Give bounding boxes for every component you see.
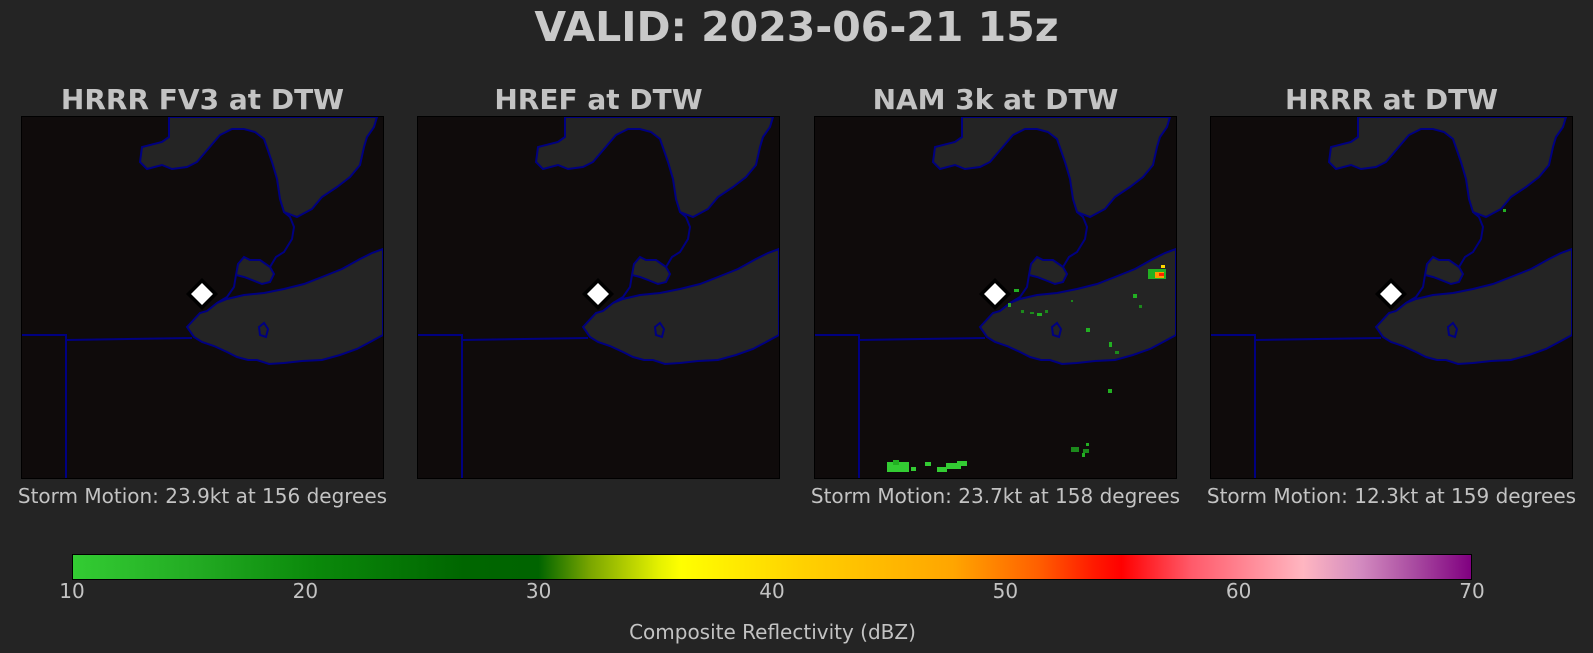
- lake-shape: [653, 321, 666, 339]
- reflectivity-echo: [946, 463, 961, 469]
- boundary-line: [612, 274, 633, 304]
- boundary-line: [418, 334, 589, 478]
- reflectivity-echo: [957, 461, 967, 466]
- reflectivity-echo: [1014, 289, 1019, 292]
- reflectivity-echo: [911, 467, 916, 471]
- storm-motion-caption: Storm Motion: 23.9kt at 156 degrees: [17, 484, 388, 508]
- reflectivity-echo: [1133, 294, 1137, 298]
- reflectivity-echo: [937, 467, 947, 472]
- lake-shape: [185, 247, 383, 366]
- colorbar-gradient: [72, 554, 1472, 580]
- boundary-line: [1211, 334, 1382, 478]
- lake-shape: [1327, 117, 1568, 219]
- boundary-line: [1405, 274, 1426, 304]
- reflectivity-echo: [1115, 351, 1119, 354]
- reflectivity-echo: [1108, 389, 1112, 393]
- station-marker-icon: [1375, 278, 1407, 310]
- panel-title: HRRR at DTW: [1284, 83, 1499, 116]
- reflectivity-echo: [1071, 447, 1079, 452]
- reflectivity-echo: [1083, 449, 1089, 453]
- map-frame[interactable]: [814, 116, 1177, 479]
- colorbar-tick-label: 20: [292, 579, 319, 603]
- station-marker-icon: [582, 278, 614, 310]
- basemap: [418, 117, 779, 478]
- panel-title: HRRR FV3 at DTW: [60, 83, 345, 116]
- boundary-line: [665, 211, 692, 268]
- lake-shape: [138, 117, 379, 219]
- reflectivity-echo: [1161, 265, 1165, 268]
- reflectivity-echo: [887, 462, 909, 472]
- panel-title: HREF at DTW: [494, 83, 703, 116]
- colorbar-label: Composite Reflectivity (dBZ): [629, 620, 916, 644]
- map-frame[interactable]: [21, 116, 384, 479]
- map-frame[interactable]: [417, 116, 780, 479]
- reflectivity-echo: [1071, 300, 1073, 302]
- lake-shape: [1374, 247, 1572, 366]
- colorbar: [72, 554, 1472, 580]
- storm-motion-caption: Storm Motion: 12.3kt at 159 degrees: [1206, 484, 1577, 508]
- colorbar-tick-label: 30: [525, 579, 552, 603]
- boundary-line: [815, 334, 986, 478]
- reflectivity-echo: [1086, 328, 1090, 332]
- lake-shape: [1050, 321, 1063, 339]
- boundary-line: [22, 334, 193, 478]
- reflectivity-echo: [1082, 453, 1085, 457]
- storm-motion-caption: Storm Motion: 23.7kt at 158 degrees: [810, 484, 1181, 508]
- lake-shape: [534, 117, 775, 219]
- reflectivity-echo: [1008, 303, 1011, 307]
- colorbar-tick-label: 60: [1225, 579, 1252, 603]
- reflectivity-echo: [1503, 209, 1506, 212]
- lake-shape: [1446, 321, 1459, 339]
- reflectivity-echo: [925, 462, 931, 466]
- boundary-line: [1009, 274, 1030, 304]
- reflectivity-echo: [1045, 310, 1048, 313]
- boundary-line: [1062, 211, 1089, 268]
- lake-shape: [257, 321, 270, 339]
- boundary-line: [216, 274, 237, 304]
- reflectivity-echo: [1037, 313, 1042, 316]
- colorbar-tick-label: 10: [59, 579, 85, 603]
- lake-shape: [630, 255, 672, 286]
- colorbar-tick-label: 40: [759, 579, 785, 603]
- lake-shape: [1423, 255, 1465, 286]
- panel-title: NAM 3k at DTW: [872, 83, 1119, 116]
- basemap: [815, 117, 1176, 478]
- reflectivity-echo: [1030, 312, 1034, 314]
- boundary-line: [1458, 211, 1485, 268]
- lake-shape: [1027, 255, 1069, 286]
- reflectivity-echo: [1109, 342, 1112, 347]
- basemap: [22, 117, 383, 478]
- map-frame[interactable]: [1210, 116, 1573, 479]
- reflectivity-echo: [1159, 273, 1164, 276]
- lake-shape: [581, 247, 779, 366]
- page-title: VALID: 2023-06-21 15z: [534, 3, 1059, 51]
- lake-shape: [234, 255, 276, 286]
- reflectivity-echo: [1021, 310, 1024, 313]
- boundary-line: [269, 211, 296, 268]
- colorbar-tick-label: 50: [992, 579, 1019, 603]
- lake-shape: [931, 117, 1172, 219]
- basemap: [1211, 117, 1572, 478]
- reflectivity-echo: [893, 460, 899, 465]
- reflectivity-echo: [1139, 305, 1142, 308]
- reflectivity-echo: [1086, 443, 1089, 446]
- colorbar-tick-label: 70: [1459, 579, 1485, 603]
- station-marker-icon: [979, 278, 1011, 310]
- station-marker-icon: [186, 278, 218, 310]
- lake-shape: [978, 247, 1176, 366]
